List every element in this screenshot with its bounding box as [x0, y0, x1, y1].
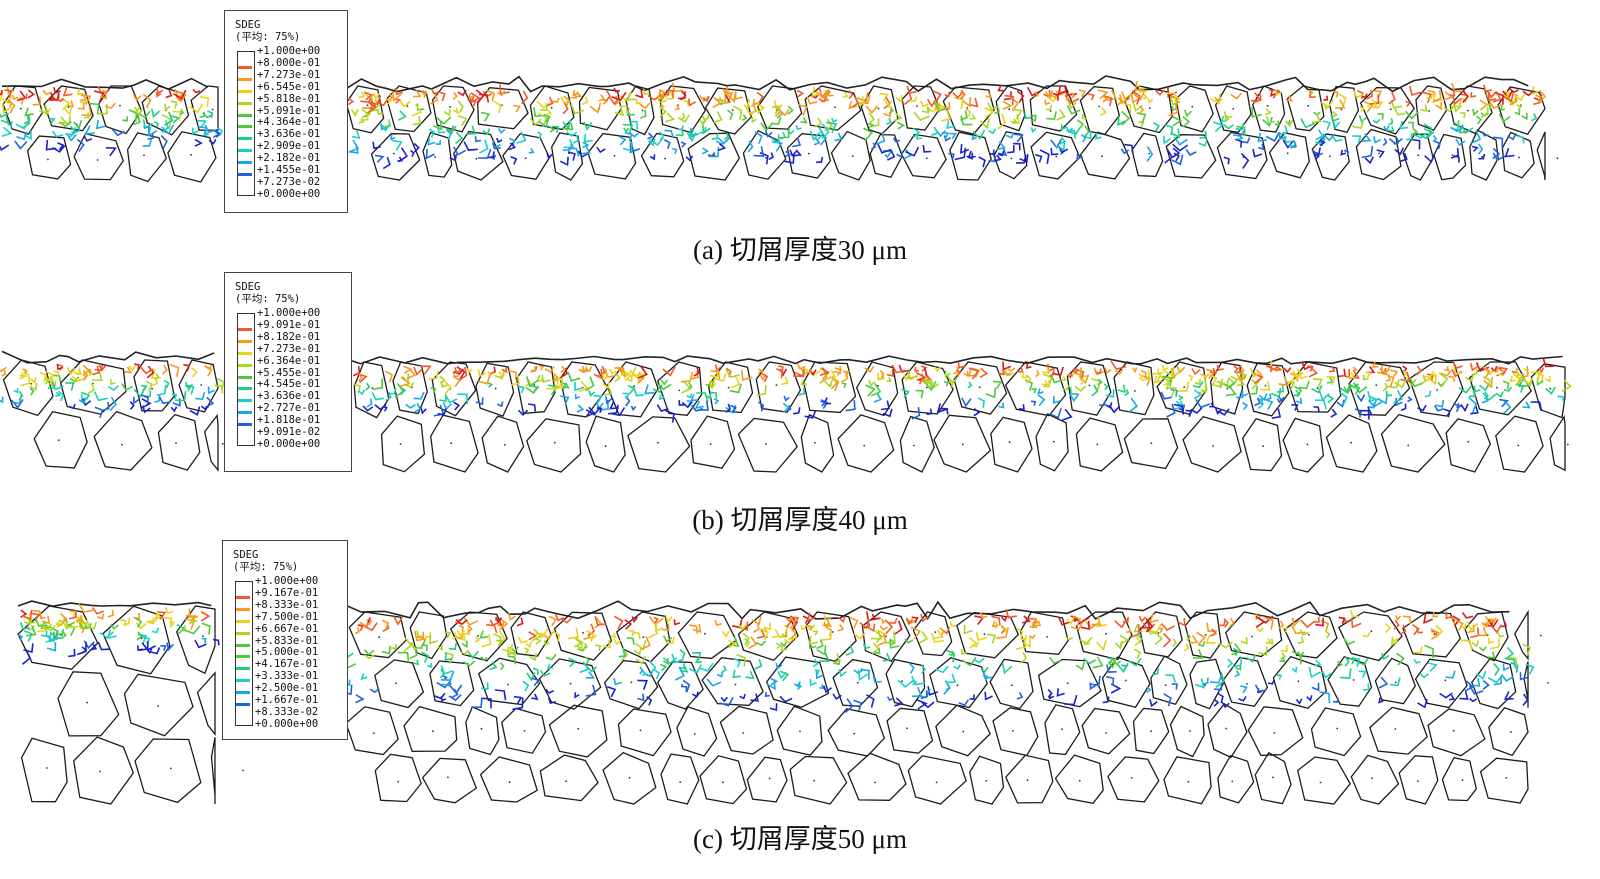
legend-swatch — [238, 435, 252, 438]
legend-value: +2.500e-01 — [255, 682, 319, 695]
legend-value: +9.091e-01 — [257, 318, 321, 331]
legend-swatch — [238, 375, 252, 379]
legend-value: +6.364e-01 — [257, 354, 321, 367]
legend-swatch — [238, 149, 252, 153]
legend-value: +5.833e-01 — [255, 634, 319, 647]
legend-swatch — [238, 339, 252, 343]
legend-value: +1.455e-01 — [257, 164, 321, 176]
legend-swatch — [238, 77, 252, 81]
legend-value: +6.545e-01 — [257, 80, 321, 93]
legend-value: +3.636e-01 — [257, 390, 321, 403]
grain-strip — [351, 355, 1572, 473]
caption-c: (c) 切屑厚度50 μm — [693, 824, 907, 854]
legend-value: +1.000e+00 — [257, 307, 321, 319]
legend-title: SDEG — [233, 549, 259, 561]
legend-value: +0.000e+00 — [257, 187, 321, 200]
legend-value: +8.000e-01 — [257, 56, 321, 69]
legend-value: +2.909e-01 — [257, 140, 321, 153]
legend-swatch — [238, 89, 252, 93]
legend-swatch — [238, 184, 252, 188]
legend-swatch — [236, 584, 250, 587]
legend-swatch — [236, 619, 250, 623]
legend-value: +7.273e-02 — [257, 175, 321, 188]
legend-swatch — [238, 423, 252, 427]
legend-value: +6.667e-01 — [255, 622, 319, 635]
legend-swatch — [238, 65, 252, 69]
legend-swatch — [238, 327, 252, 331]
legend-value: +5.091e-01 — [257, 104, 321, 117]
legend-swatch — [238, 113, 252, 117]
legend-value: +4.545e-01 — [257, 378, 321, 391]
legend-value: +8.333e-01 — [255, 598, 319, 611]
legend-swatch — [238, 173, 252, 176]
legend-value: +2.727e-01 — [257, 402, 321, 415]
legend-swatch — [238, 351, 252, 355]
legend-swatch — [236, 703, 250, 706]
grain-strip — [341, 600, 1549, 805]
legend-subtitle: (平均: 75%) — [235, 31, 301, 43]
legend-value: +7.273e-01 — [257, 68, 321, 81]
legend-value: +1.000e+00 — [255, 575, 319, 587]
grain-strip — [345, 75, 1559, 181]
legend-subtitle: (平均: 75%) — [235, 293, 301, 305]
legend-swatch — [236, 679, 250, 683]
legend-value: +4.167e-01 — [255, 658, 319, 671]
legend-value: +3.636e-01 — [257, 128, 321, 141]
legend-c: SDEG (平均: 75%) +1.000e+00 +9.167e-01 +8.333e… — [222, 540, 348, 740]
legend-a: SDEG (平均: 75%) +1.000e+00 +8.000e-01 +7.273e… — [224, 10, 348, 213]
legend-colorbar — [237, 51, 255, 196]
legend-swatch — [238, 411, 252, 415]
grain-strip — [0, 350, 226, 472]
legend-swatch — [238, 316, 252, 319]
legend-swatch — [238, 137, 252, 141]
legend-swatch — [238, 387, 252, 391]
legend-b: SDEG (平均: 75%) +1.000e+00 +9.091e-01 +8.182e… — [224, 272, 352, 472]
legend-value: +3.333e-01 — [255, 670, 319, 683]
legend-swatch — [236, 691, 250, 695]
legend-swatch — [238, 363, 252, 367]
legend-value: +7.273e-01 — [257, 342, 321, 355]
legend-swatch — [236, 643, 250, 647]
legend-value: +9.091e-02 — [257, 426, 321, 438]
legend-swatch — [238, 399, 252, 403]
legend-title: SDEG — [235, 19, 261, 31]
legend-swatch — [236, 655, 250, 659]
legend-value: +2.182e-01 — [257, 152, 321, 165]
legend-value: +5.818e-01 — [257, 92, 321, 105]
legend-title: SDEG — [235, 281, 261, 293]
legend-value: +1.818e-01 — [257, 414, 321, 427]
legend-swatch — [236, 667, 250, 671]
legend-value: +0.000e+00 — [257, 437, 321, 450]
legend-swatch — [238, 54, 252, 57]
legend-value: +9.167e-01 — [255, 586, 319, 599]
legend-swatch — [236, 714, 250, 718]
legend-swatch — [236, 631, 250, 635]
legend-swatch — [238, 161, 252, 165]
legend-value: +5.000e-01 — [255, 646, 319, 659]
legend-value: +5.455e-01 — [257, 366, 321, 379]
legend-value: +4.364e-01 — [257, 116, 321, 129]
legend-value: +8.333e-02 — [255, 705, 319, 718]
legend-value: +7.500e-01 — [255, 610, 319, 623]
legend-swatch — [238, 101, 252, 105]
legend-colorbar — [237, 313, 255, 446]
legend-value: +1.000e+00 — [257, 45, 321, 57]
legend-value: +0.000e+00 — [255, 717, 319, 730]
legend-swatch — [238, 125, 252, 129]
legend-swatch — [236, 607, 250, 611]
caption-b: (b) 切屑厚度40 μm — [692, 505, 908, 535]
legend-value: +1.667e-01 — [255, 694, 319, 706]
legend-swatch — [236, 595, 250, 599]
grain-strip — [17, 600, 244, 805]
grain-strip — [0, 77, 223, 183]
legend-colorbar — [235, 581, 253, 726]
caption-a: (a) 切屑厚度30 μm — [693, 235, 907, 265]
legend-value: +8.182e-01 — [257, 330, 321, 343]
legend-subtitle: (平均: 75%) — [233, 561, 299, 573]
